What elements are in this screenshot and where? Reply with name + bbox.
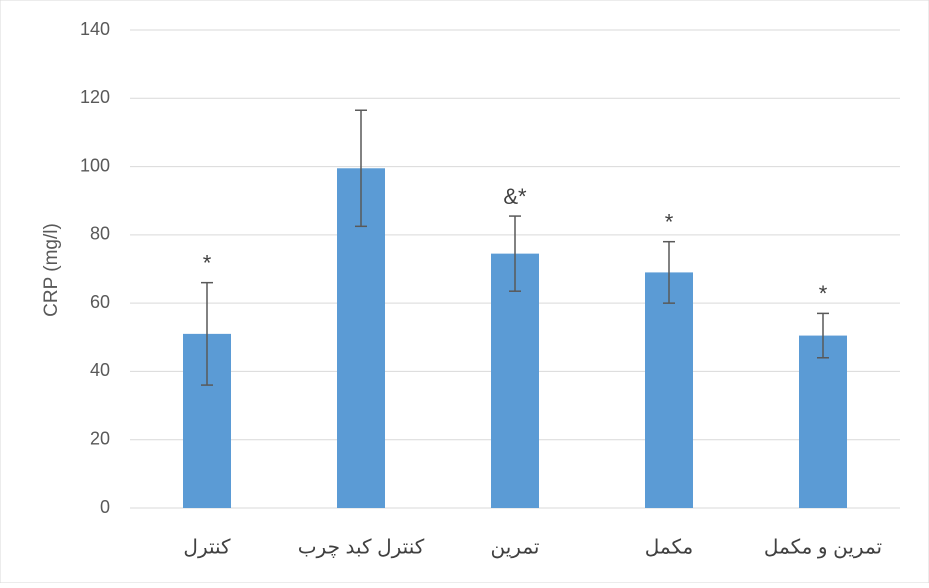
y-tick-label: 40: [90, 360, 110, 380]
y-tick-label: 140: [80, 19, 110, 39]
error-bar: [355, 109, 367, 228]
bar: [799, 335, 847, 508]
y-axis-label: CRP (mg/l): [41, 223, 62, 317]
y-tick-label: 0: [100, 497, 110, 517]
error-bar: [201, 281, 213, 386]
x-tick-label: کنترل کبد چرب: [298, 536, 425, 558]
annotation: *: [665, 209, 674, 234]
x-tick-label: کنترل: [183, 536, 231, 558]
y-tick-label: 120: [80, 87, 110, 107]
error-bar: [663, 240, 675, 304]
x-tick-label: تمرین: [491, 536, 540, 558]
annotation: &*: [503, 184, 527, 209]
annotation: *: [203, 250, 212, 275]
x-tick-label: مکمل: [645, 536, 693, 558]
y-tick-label: 20: [90, 428, 110, 448]
y-tick-label: 80: [90, 224, 110, 244]
bar: [491, 253, 539, 508]
bar: [645, 272, 693, 508]
error-bar: [817, 312, 829, 359]
y-tick-label: 60: [90, 292, 110, 312]
y-tick-label: 100: [80, 155, 110, 175]
error-bar: [509, 215, 521, 292]
x-tick-label: تمرین و مکمل: [764, 536, 882, 558]
annotation: *: [819, 281, 828, 306]
